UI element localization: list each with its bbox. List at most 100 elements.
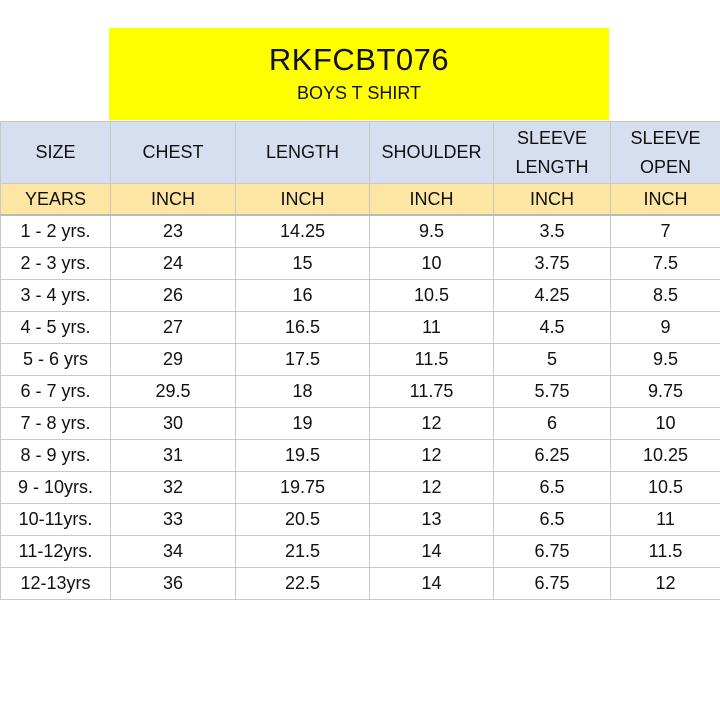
cell-sleeve-length: 5 <box>493 343 611 376</box>
cell-sleeve-open: 9 <box>610 311 720 344</box>
cell-shoulder: 9.5 <box>369 214 494 248</box>
header-sleeve-length: SLEEVE LENGTH <box>493 121 611 184</box>
header-chest: CHEST <box>110 121 236 184</box>
unit-shoulder: INCH <box>369 183 494 216</box>
cell-size: 2 - 3 yrs. <box>0 247 111 280</box>
cell-length: 21.5 <box>235 535 370 568</box>
cell-size: 9 - 10yrs. <box>0 471 111 504</box>
cell-size: 10-11yrs. <box>0 503 111 536</box>
cell-chest: 30 <box>110 407 236 440</box>
unit-length: INCH <box>235 183 370 216</box>
table-row: 6 - 7 yrs. 29.5 18 11.75 5.75 9.75 <box>0 375 720 408</box>
cell-sleeve-length: 6.5 <box>493 503 611 536</box>
cell-chest: 29 <box>110 343 236 376</box>
cell-shoulder: 14 <box>369 535 494 568</box>
cell-shoulder: 14 <box>369 567 494 600</box>
cell-size: 11-12yrs. <box>0 535 111 568</box>
table-row: 3 - 4 yrs. 26 16 10.5 4.25 8.5 <box>0 279 720 312</box>
cell-chest: 33 <box>110 503 236 536</box>
cell-shoulder: 12 <box>369 407 494 440</box>
cell-shoulder: 11.5 <box>369 343 494 376</box>
cell-length: 19.5 <box>235 439 370 472</box>
table-row: 4 - 5 yrs. 27 16.5 11 4.5 9 <box>0 311 720 344</box>
cell-size: 7 - 8 yrs. <box>0 407 111 440</box>
cell-size: 5 - 6 yrs <box>0 343 111 376</box>
unit-row: YEARS INCH INCH INCH INCH INCH <box>0 183 720 216</box>
product-code: RKFCBT076 <box>268 42 450 77</box>
cell-shoulder: 10 <box>369 247 494 280</box>
header-length: LENGTH <box>235 121 370 184</box>
product-subtitle: BOYS T SHIRT <box>296 83 422 103</box>
header-sleeve-open: SLEEVE OPEN <box>610 121 720 184</box>
cell-sleeve-open: 10 <box>610 407 720 440</box>
cell-size: 4 - 5 yrs. <box>0 311 111 344</box>
cell-sleeve-length: 6.75 <box>493 567 611 600</box>
cell-chest: 34 <box>110 535 236 568</box>
cell-sleeve-length: 4.25 <box>493 279 611 312</box>
cell-chest: 26 <box>110 279 236 312</box>
cell-sleeve-length: 5.75 <box>493 375 611 408</box>
header-size: SIZE <box>0 121 111 184</box>
cell-sleeve-open: 9.5 <box>610 343 720 376</box>
cell-size: 12-13yrs <box>0 567 111 600</box>
cell-sleeve-length: 6 <box>493 407 611 440</box>
unit-sleeve-length: INCH <box>493 183 611 216</box>
table-row: 9 - 10yrs. 32 19.75 12 6.5 10.5 <box>0 471 720 504</box>
cell-sleeve-open: 9.75 <box>610 375 720 408</box>
cell-sleeve-open: 12 <box>610 567 720 600</box>
cell-length: 20.5 <box>235 503 370 536</box>
unit-size: YEARS <box>0 183 111 216</box>
cell-sleeve-open: 7.5 <box>610 247 720 280</box>
table-row: 1 - 2 yrs. 23 14.25 9.5 3.5 7 <box>0 214 720 248</box>
cell-length: 15 <box>235 247 370 280</box>
table-row: 10-11yrs. 33 20.5 13 6.5 11 <box>0 503 720 536</box>
cell-chest: 23 <box>110 214 236 248</box>
cell-sleeve-open: 10.25 <box>610 439 720 472</box>
unit-chest: INCH <box>110 183 236 216</box>
cell-length: 19 <box>235 407 370 440</box>
cell-sleeve-open: 8.5 <box>610 279 720 312</box>
cell-shoulder: 12 <box>369 439 494 472</box>
cell-length: 14.25 <box>235 214 370 248</box>
cell-sleeve-open: 10.5 <box>610 471 720 504</box>
cell-size: 6 - 7 yrs. <box>0 375 111 408</box>
cell-sleeve-open: 7 <box>610 214 720 248</box>
cell-sleeve-length: 3.75 <box>493 247 611 280</box>
unit-sleeve-open: INCH <box>610 183 720 216</box>
table-row: 12-13yrs 36 22.5 14 6.75 12 <box>0 567 720 600</box>
cell-sleeve-open: 11.5 <box>610 535 720 568</box>
cell-chest: 24 <box>110 247 236 280</box>
header-row: SIZE CHEST LENGTH SHOULDER SLEEVE LENGTH … <box>0 121 720 184</box>
cell-sleeve-length: 3.5 <box>493 214 611 248</box>
cell-length: 18 <box>235 375 370 408</box>
cell-length: 17.5 <box>235 343 370 376</box>
cell-shoulder: 12 <box>369 471 494 504</box>
table-row: 5 - 6 yrs 29 17.5 11.5 5 9.5 <box>0 343 720 376</box>
cell-size: 8 - 9 yrs. <box>0 439 111 472</box>
cell-length: 22.5 <box>235 567 370 600</box>
table-row: 7 - 8 yrs. 30 19 12 6 10 <box>0 407 720 440</box>
cell-shoulder: 10.5 <box>369 279 494 312</box>
cell-chest: 27 <box>110 311 236 344</box>
cell-shoulder: 13 <box>369 503 494 536</box>
cell-sleeve-open: 11 <box>610 503 720 536</box>
cell-sleeve-length: 4.5 <box>493 311 611 344</box>
cell-shoulder: 11.75 <box>369 375 494 408</box>
cell-length: 16 <box>235 279 370 312</box>
cell-sleeve-length: 6.5 <box>493 471 611 504</box>
size-chart-table: SIZE CHEST LENGTH SHOULDER SLEEVE LENGTH … <box>0 121 720 600</box>
table-row: 11-12yrs. 34 21.5 14 6.75 11.5 <box>0 535 720 568</box>
title-banner: RKFCBT076 BOYS T SHIRT <box>109 28 609 120</box>
cell-sleeve-length: 6.75 <box>493 535 611 568</box>
cell-chest: 31 <box>110 439 236 472</box>
cell-chest: 29.5 <box>110 375 236 408</box>
cell-length: 16.5 <box>235 311 370 344</box>
cell-chest: 32 <box>110 471 236 504</box>
cell-length: 19.75 <box>235 471 370 504</box>
cell-size: 3 - 4 yrs. <box>0 279 111 312</box>
cell-sleeve-length: 6.25 <box>493 439 611 472</box>
cell-shoulder: 11 <box>369 311 494 344</box>
table-row: 8 - 9 yrs. 31 19.5 12 6.25 10.25 <box>0 439 720 472</box>
header-shoulder: SHOULDER <box>369 121 494 184</box>
table-row: 2 - 3 yrs. 24 15 10 3.75 7.5 <box>0 247 720 280</box>
